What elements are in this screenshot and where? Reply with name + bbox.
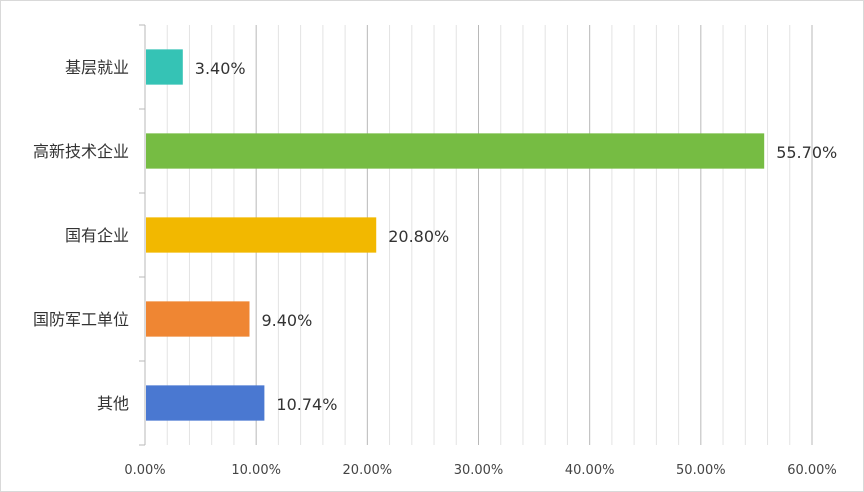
bar-3 [146, 217, 377, 253]
data-label: 10.74% [276, 395, 337, 414]
category-label: 其他 [97, 394, 129, 413]
x-tick-label: 20.00% [343, 463, 393, 478]
bar-4 [146, 301, 250, 337]
category-label: 国有企业 [65, 226, 129, 245]
x-tick-label: 40.00% [565, 463, 615, 478]
x-tick-label: 0.00% [124, 463, 165, 478]
data-label: 55.70% [776, 143, 837, 162]
category-label: 国防军工单位 [33, 310, 129, 329]
bar-1 [146, 49, 183, 85]
labels: 0.00% 10.00% 20.00% 30.00% 40.00% 50.00% 60.00… [33, 58, 837, 478]
data-label: 9.40% [261, 311, 312, 330]
data-label: 3.40% [195, 59, 246, 78]
data-label: 20.80% [388, 227, 449, 246]
category-label: 基层就业 [65, 58, 129, 77]
axes [139, 24, 146, 446]
category-label: 高新技术企业 [33, 142, 129, 161]
x-tick-label: 30.00% [454, 463, 504, 478]
bar-2 [146, 133, 765, 169]
bar-5 [146, 385, 265, 421]
bars [146, 49, 765, 421]
x-tick-label: 50.00% [676, 463, 726, 478]
x-tick-label: 10.00% [231, 463, 281, 478]
x-tick-label: 60.00% [787, 463, 837, 478]
